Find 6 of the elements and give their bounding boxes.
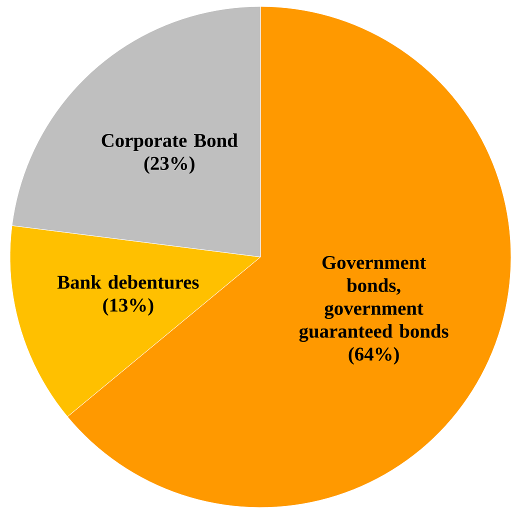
data-label: (13%) [103,298,154,316]
slice-label: Government bonds, government guaranteed bonds [299,256,448,342]
slice-label: Corporate Bond [102,133,238,151]
data-label: (64%) [348,347,399,365]
slice-label: Bank debentures [57,275,199,289]
data-label: (23%) [144,156,194,174]
